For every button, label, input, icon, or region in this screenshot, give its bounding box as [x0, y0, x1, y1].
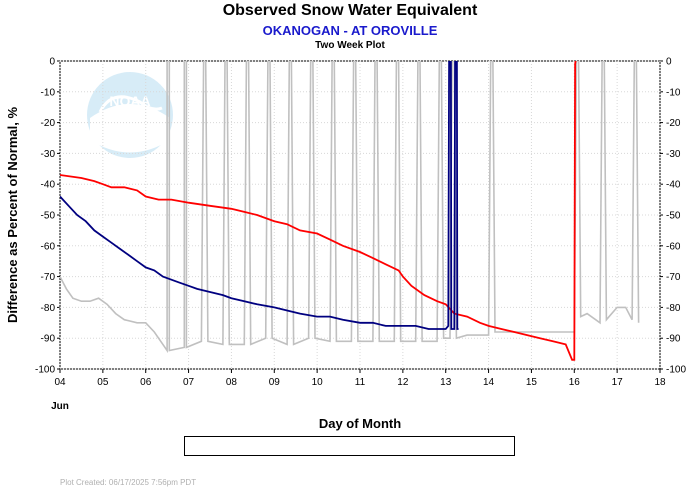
y-tick-label: -40	[41, 180, 56, 191]
y-tick-label-right: -90	[666, 334, 681, 345]
x-tick-label: 13	[440, 377, 452, 388]
y-tick-label-right: -10	[666, 87, 681, 98]
y-tick-label-right: -20	[666, 118, 681, 129]
y-tick-label: -20	[41, 118, 56, 129]
x-tick-label: 07	[183, 377, 195, 388]
month-label: Jun	[51, 401, 69, 412]
y-tick-label-right: -60	[666, 241, 681, 252]
chart-subtitle: OKANOGAN - AT OROVILLE	[262, 23, 438, 38]
y-tick-label-right: -100	[666, 365, 686, 376]
x-tick-label: 18	[654, 377, 666, 388]
logo-circle	[87, 72, 173, 158]
x-axis-label: Day of Month	[319, 416, 401, 431]
logo-wave	[90, 104, 170, 153]
y-tick-label-right: -70	[666, 272, 681, 283]
x-tick-label: 12	[397, 377, 409, 388]
y-tick-label: -10	[41, 87, 56, 98]
y-tick-label: -50	[41, 211, 56, 222]
y-tick-label: -100	[35, 365, 55, 376]
noaa-logo-icon: NOAA	[87, 72, 173, 158]
x-tick-label: 11	[355, 377, 366, 388]
x-tick-label: 16	[569, 377, 581, 388]
logo-bird	[98, 95, 163, 113]
y-tick-label: -30	[41, 149, 56, 160]
y-tick-label: 0	[49, 57, 55, 68]
chart-title: Observed Snow Water Equivalent	[222, 2, 478, 19]
series-line-groq2	[60, 61, 640, 354]
chart-legend	[184, 436, 515, 456]
x-tick-label: 10	[312, 377, 324, 388]
x-tick-label: 09	[269, 377, 281, 388]
x-tick-label: 06	[140, 377, 152, 388]
y-tick-label: -60	[41, 241, 56, 252]
x-tick-label: 17	[612, 377, 624, 388]
x-tick-label: 15	[526, 377, 538, 388]
series-line-pkmq2	[60, 61, 577, 361]
x-tick-label: 04	[54, 377, 66, 388]
series-line-mncq2	[60, 61, 459, 330]
y-tick-label: -90	[41, 334, 56, 345]
logo-text: NOAA	[109, 93, 150, 109]
y-tick-label: -70	[41, 272, 56, 283]
y-tick-label-right: -80	[666, 303, 681, 314]
y-tick-label-right: -40	[666, 180, 681, 191]
plot-created-label: Plot Created: 06/17/2025 7:56pm PDT	[60, 478, 197, 487]
y-axis-label: Difference as Percent of Normal, %	[5, 107, 20, 323]
x-tick-label: 05	[97, 377, 109, 388]
x-tick-label: 08	[226, 377, 238, 388]
plot-type-label: Two Week Plot	[315, 40, 385, 51]
y-tick-label-right: 0	[666, 57, 672, 68]
y-tick-label-right: -30	[666, 149, 681, 160]
y-tick-label: -80	[41, 303, 56, 314]
y-tick-label-right: -50	[666, 211, 681, 222]
x-tick-label: 14	[483, 377, 495, 388]
